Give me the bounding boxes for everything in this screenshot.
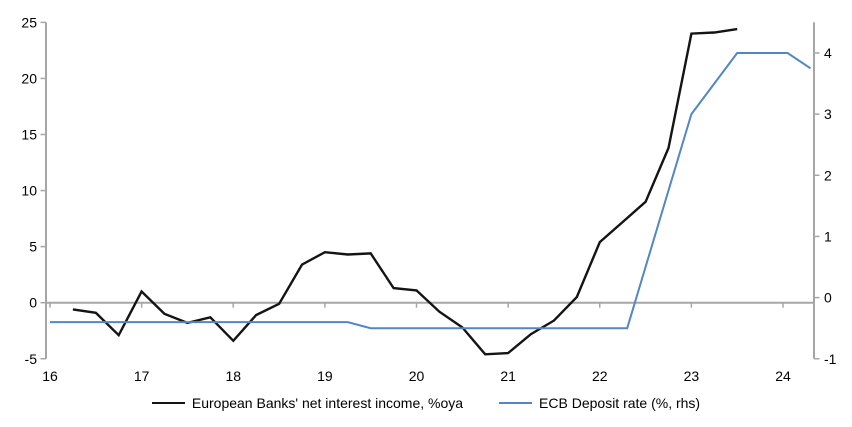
right-axis-tick-label: 1 (824, 228, 832, 244)
series-line-1 (50, 52, 812, 330)
x-axis-tick-label: 19 (317, 368, 333, 384)
left-axis-tick-label: 10 (21, 183, 37, 199)
x-axis-tick-label: 23 (684, 368, 700, 384)
x-axis-tick-label: 21 (500, 368, 516, 384)
left-axis-tick-label: 20 (21, 70, 37, 86)
x-axis-tick-label: 17 (134, 368, 150, 384)
left-axis-tick-label: 5 (29, 239, 37, 255)
chart-legend: European Banks' net interest income, %oy… (0, 395, 852, 411)
right-axis-tick-label: 4 (824, 45, 832, 61)
x-axis-tick-label: 20 (409, 368, 425, 384)
x-axis-tick-label: 22 (592, 368, 608, 384)
legend-label-net-interest-income: European Banks' net interest income, %oy… (191, 395, 464, 411)
x-axis-tick-label: 16 (42, 368, 58, 384)
right-axis-tick-label: 0 (824, 290, 832, 306)
series-line-0 (72, 27, 738, 356)
right-axis-tick-label: 3 (824, 106, 832, 122)
x-axis-tick-label: 18 (225, 368, 241, 384)
left-axis: 25 20 15 10 5 0 -5 (21, 14, 47, 367)
left-axis-tick-label: 15 (21, 127, 37, 143)
legend-item-net-interest-income: European Banks' net interest income, %oy… (151, 395, 464, 411)
right-axis-tick-label: 2 (824, 167, 832, 183)
x-axis-tick-label: 24 (775, 368, 791, 384)
left-axis-tick-label: 0 (29, 295, 37, 311)
left-axis-tick-label: -5 (25, 351, 38, 367)
legend-item-ecb-deposit-rate: ECB Deposit rate (%, rhs) (499, 395, 700, 411)
legend-line-swatch-black (151, 402, 185, 404)
legend-label-ecb-deposit-rate: ECB Deposit rate (%, rhs) (539, 395, 701, 411)
right-axis-tick-label: -1 (824, 351, 837, 367)
right-axis: 4 3 2 1 0 -1 (813, 22, 837, 367)
legend-line-swatch-blue (499, 402, 533, 404)
x-axis: 16 17 18 19 20 21 22 23 24 (42, 301, 814, 384)
left-axis-tick-label: 25 (21, 14, 37, 30)
